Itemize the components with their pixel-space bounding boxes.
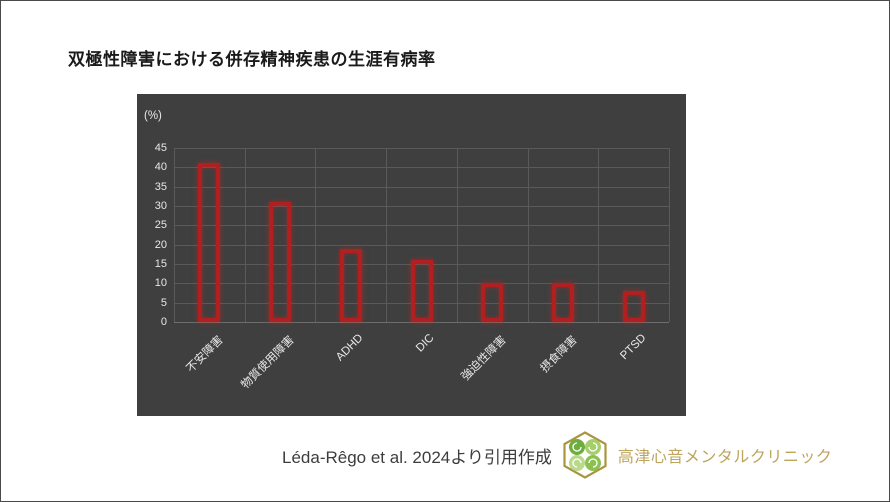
- y-tick-label-30: 30: [154, 200, 167, 212]
- y-tick-label-0: 0: [160, 316, 167, 328]
- y-tick-label-10: 10: [154, 277, 167, 290]
- y-tick-label-25: 25: [154, 219, 167, 232]
- gridline-h-35: [174, 186, 669, 188]
- gridline-h-5: [174, 302, 669, 304]
- x-tick-label: PTSD: [617, 332, 649, 363]
- gridline-v-7: [669, 148, 670, 322]
- bar-ADHD: [339, 248, 362, 322]
- y-tick-label-40: 40: [154, 161, 167, 174]
- y-tick-label-35: 35: [154, 180, 167, 193]
- x-tick-label: DIC: [413, 332, 436, 355]
- gridline-v-2: [315, 148, 317, 322]
- bar-強迫性障害: [481, 283, 504, 322]
- gridline-v-3: [386, 148, 388, 322]
- leaf-icon: [584, 439, 601, 455]
- gridline-h-15: [174, 264, 669, 265]
- bar-不安障害: [198, 163, 221, 322]
- gridline-v-6: [598, 148, 600, 322]
- x-tick-label: 物質使用障害: [239, 334, 297, 392]
- y-tick-label-5: 5: [160, 296, 167, 309]
- chart-panel: (%) 0 5 10 15 20 25 30 35 40 45 不安障害 物質使用障害 ADHD DIC…: [137, 94, 686, 416]
- gridline-h-20: [174, 244, 669, 246]
- gridline-v-0: [174, 148, 175, 322]
- citation-text: Léda-Rêgo et al. 2024より引用作成: [282, 447, 552, 467]
- gridline-v-1: [244, 148, 246, 322]
- leaf-icon: [568, 439, 585, 455]
- y-tick-label-15: 15: [154, 258, 167, 270]
- gridline-h-30: [174, 206, 669, 207]
- bar-摂食障害: [551, 283, 574, 322]
- x-tick-label: ADHD: [333, 332, 366, 364]
- x-axis-line: [174, 322, 669, 323]
- footer: Léda-Rêgo et al. 2024より引用作成 高津心音メンタルクリニッ…: [282, 429, 832, 481]
- bar-PTSD: [622, 291, 645, 322]
- gridline-v-4: [456, 148, 458, 322]
- bar-物質使用障害: [269, 202, 292, 322]
- gridline-v-5: [527, 148, 529, 322]
- leaf-icon: [568, 455, 585, 471]
- gridline-h-40: [174, 167, 669, 169]
- gridline-h-45: [174, 148, 669, 149]
- hexagon-shape: [563, 431, 607, 479]
- clover-leaves: [568, 439, 601, 471]
- x-tick-label: 摂食障害: [538, 334, 580, 376]
- plot-area: [174, 148, 670, 323]
- chart-title: 双極性障害における併存精神疾患の生涯有病率: [68, 50, 436, 69]
- y-axis-unit-label: (%): [144, 110, 162, 122]
- x-tick-label: 不安障害: [184, 334, 226, 376]
- bar-DIC: [410, 260, 433, 322]
- clinic-logo: [563, 431, 607, 479]
- gridline-h-25: [174, 225, 669, 227]
- leaf-icon: [584, 455, 601, 471]
- gridline-h-10: [174, 283, 669, 285]
- clinic-name: 高津心音メンタルクリニック: [617, 449, 833, 466]
- x-tick-label: 強迫性障害: [459, 334, 509, 384]
- y-tick-label-45: 45: [154, 142, 167, 154]
- y-tick-label-20: 20: [154, 238, 167, 251]
